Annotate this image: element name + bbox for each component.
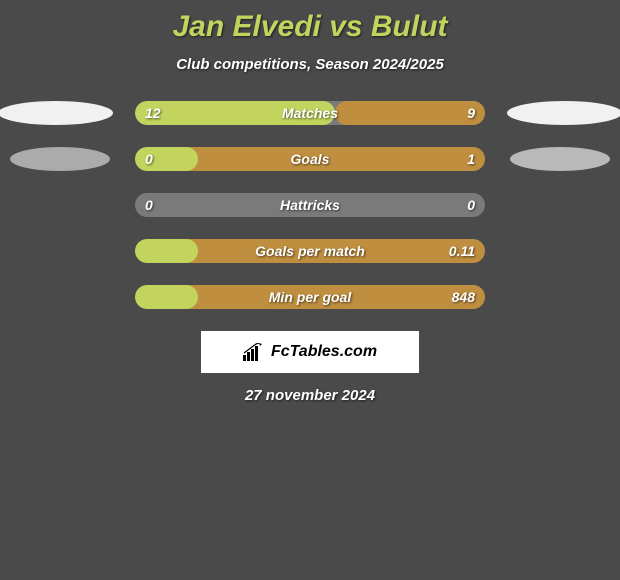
- stat-right-value: 0: [467, 197, 475, 213]
- stat-row-matches: 12 Matches 9: [12, 101, 608, 125]
- chart-icon: [243, 343, 265, 361]
- bar-track: 0 Hattricks 0: [135, 193, 485, 217]
- brand-inner: FcTables.com: [243, 343, 377, 361]
- bar-track: Min per goal 848: [135, 285, 485, 309]
- page-subtitle: Club competitions, Season 2024/2025: [0, 56, 620, 73]
- bar-fill-left: [135, 285, 198, 309]
- bar-track: 12 Matches 9: [135, 101, 485, 125]
- stat-label: Goals: [291, 151, 330, 167]
- bar-track: Goals per match 0.11: [135, 239, 485, 263]
- stat-right-value: 9: [467, 105, 475, 121]
- date-text: 27 november 2024: [0, 387, 620, 404]
- brand-text: FcTables.com: [271, 343, 377, 361]
- stat-label: Goals per match: [255, 243, 365, 259]
- stats-area: 12 Matches 9 0 Goals 1 0 Hattricks 0: [0, 101, 620, 309]
- stat-label: Hattricks: [280, 197, 340, 213]
- stat-right-value: 0.11: [449, 243, 475, 259]
- stat-row-goals: 0 Goals 1: [12, 147, 608, 171]
- bar-track: 0 Goals 1: [135, 147, 485, 171]
- stat-left-value: 12: [145, 105, 161, 121]
- stat-row-min-per-goal: Min per goal 848: [12, 285, 608, 309]
- stat-label: Matches: [282, 105, 338, 121]
- stat-right-value: 848: [452, 289, 475, 305]
- stat-left-value: 0: [145, 151, 153, 167]
- stat-right-value: 1: [467, 151, 475, 167]
- bar-fill-left: [135, 239, 198, 263]
- brand-box: FcTables.com: [201, 331, 419, 373]
- stat-label: Min per goal: [269, 289, 351, 305]
- bar-fill-right: [335, 101, 486, 125]
- stat-row-goals-per-match: Goals per match 0.11: [12, 239, 608, 263]
- page-title: Jan Elvedi vs Bulut: [0, 10, 620, 44]
- stat-left-value: 0: [145, 197, 153, 213]
- stat-row-hattricks: 0 Hattricks 0: [12, 193, 608, 217]
- comparison-infographic: Jan Elvedi vs Bulut Club competitions, S…: [0, 0, 620, 404]
